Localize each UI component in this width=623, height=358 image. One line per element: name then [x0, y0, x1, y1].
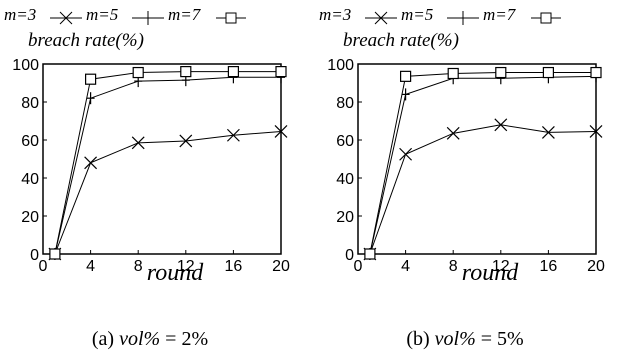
series-line-m7 [54, 71, 281, 255]
legend-marker-m7 [531, 12, 561, 24]
y-tick-label: 0 [345, 247, 354, 264]
x-tick-label: 16 [225, 258, 243, 275]
chart-panel-a: m=3 m=5 m=7 breach rate(%) 0 20 40 60 80 100 0… [0, 0, 300, 358]
data-point-m7 [84, 73, 97, 85]
x-axis-label: round [461, 260, 519, 286]
line-chart-a: 0 20 40 60 80 100 0 4 8 12 16 20 [12, 57, 290, 275]
data-point-m3 [131, 136, 145, 150]
x-tick-label: 12 [492, 258, 510, 275]
y-tick-label: 80 [336, 95, 354, 112]
legend-label-m7: m=7 [483, 5, 516, 24]
y-tick-label: 20 [336, 209, 354, 226]
y-tick-label: 40 [21, 171, 39, 188]
data-point-m7 [49, 248, 61, 260]
y-tick-label: 80 [21, 95, 39, 112]
series-line-m5 [369, 75, 597, 255]
data-point-m3 [84, 156, 98, 170]
series-line-m5 [54, 76, 281, 255]
series-line-m7 [369, 72, 596, 255]
caption-a-rest: = 2% [160, 328, 209, 350]
y-axis-label: breach rate(%) [343, 30, 459, 51]
x-tick-label: 8 [449, 258, 458, 275]
data-point-m3 [494, 118, 508, 132]
legend-marker-m5 [132, 11, 164, 25]
y-tick-label: 100 [327, 57, 354, 74]
data-point-m5 [401, 88, 410, 101]
legend-label-m3: m=3 [4, 5, 37, 24]
data-point-m3 [541, 125, 555, 139]
plot-frame [357, 63, 597, 255]
x-axis-label: round [146, 260, 204, 286]
caption-a-prefix: (a) [91, 328, 120, 350]
y-tick-label: 0 [30, 247, 39, 264]
legend-label-m5: m=5 [401, 5, 434, 24]
caption-b-prefix: (b) [406, 328, 435, 350]
data-point-m7 [132, 66, 144, 79]
legend-label-m5: m=5 [86, 5, 119, 24]
data-point-m7 [180, 65, 192, 78]
data-point-m3 [446, 126, 460, 140]
legend [365, 11, 561, 25]
legend [50, 11, 246, 25]
data-point-m5 [86, 92, 95, 105]
data-point-m7 [227, 65, 239, 78]
x-tick-label: 16 [540, 258, 558, 275]
data-point-m3 [274, 125, 288, 138]
legend-label-m3: m=3 [319, 5, 352, 24]
caption-a-var: vol% [119, 328, 161, 350]
caption-b-var: vol% [434, 328, 476, 350]
x-tick-label: 4 [401, 258, 410, 275]
y-axis-label: breach rate(%) [28, 30, 144, 51]
y-tick-label: 40 [336, 171, 354, 188]
y-tick-label: 20 [21, 209, 39, 226]
data-point-m7 [364, 248, 376, 260]
legend-marker-m3 [50, 11, 82, 25]
data-point-m7 [590, 66, 602, 79]
caption-a: (a) vol% = 2% [0, 328, 300, 351]
legend-marker-m3 [365, 11, 397, 25]
y-tick-label: 60 [21, 133, 39, 150]
data-point-m3 [226, 128, 240, 142]
data-point-m3 [399, 147, 413, 161]
x-tick-label: 0 [354, 258, 363, 275]
caption-b-rest: = 5% [475, 328, 524, 350]
y-tick-label: 60 [336, 133, 354, 150]
legend-marker-m7 [216, 12, 246, 24]
x-tick-label: 20 [587, 258, 605, 275]
x-tick-label: 12 [177, 258, 195, 275]
legend-marker-m5 [447, 11, 479, 25]
x-tick-label: 4 [86, 258, 95, 275]
legend-label-m7: m=7 [168, 5, 201, 24]
data-point-m3 [179, 134, 193, 148]
chart-panel-b: m=3 m=5 m=7 breach rate(%) 0 20 40 60 80 100 0… [315, 0, 615, 358]
data-point-m7 [495, 66, 507, 79]
data-point-m7 [399, 70, 412, 82]
caption-b: (b) vol% = 5% [315, 328, 615, 351]
data-point-m7 [542, 66, 554, 79]
series-line-m3 [369, 124, 597, 255]
series-line-m3 [54, 130, 282, 255]
x-tick-label: 20 [272, 258, 290, 275]
data-point-m3 [589, 125, 603, 138]
data-point-m7 [447, 67, 459, 80]
data-point-m7 [275, 65, 287, 78]
plot-frame [42, 63, 282, 255]
x-tick-label: 0 [39, 258, 48, 275]
line-chart-b: 0 20 40 60 80 100 0 4 8 12 16 20 [327, 57, 605, 275]
x-tick-label: 8 [134, 258, 143, 275]
y-tick-label: 100 [12, 57, 39, 74]
